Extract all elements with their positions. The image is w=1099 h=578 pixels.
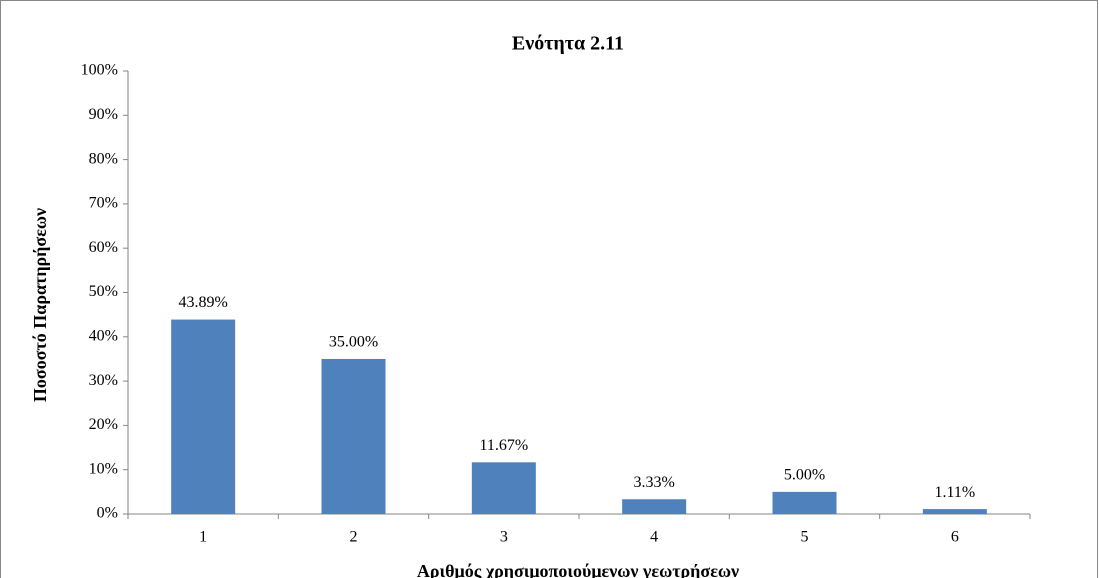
bar [471,462,536,514]
y-axis-label: Ποσοστό Παρατηρήσεων [30,208,50,402]
y-tick-label: 20% [89,416,118,433]
x-tick-label: 4 [650,529,658,546]
chart-title: Ενότητα 2.11 [512,33,624,55]
bar [922,509,987,514]
x-tick-label: 1 [199,529,207,546]
y-tick-label: 70% [89,195,118,212]
x-tick-label: 6 [951,529,959,546]
y-tick-label: 100% [81,62,118,79]
y-tick-label: 0% [97,505,118,522]
data-label: 5.00% [784,467,825,484]
bar [171,319,236,514]
y-tick-label: 80% [89,150,118,167]
y-tick-label: 10% [89,460,118,477]
bar [622,499,687,514]
x-tick-label: 5 [801,529,809,546]
y-tick-label: 60% [89,239,118,256]
data-label: 43.89% [179,294,228,311]
y-tick-label: 90% [89,106,118,123]
bar [321,358,386,514]
bar [772,491,837,514]
x-tick-label: 3 [500,529,508,546]
y-tick-label: 50% [89,283,118,300]
data-label: 1.11% [934,484,975,501]
data-label: 35.00% [329,334,378,351]
data-label: 3.33% [634,474,675,491]
x-tick-label: 2 [350,529,358,546]
y-tick-label: 40% [89,327,118,344]
x-axis-label: Αριθμός χρησιμοποιούμενων γεωτρήσεων [417,561,739,578]
data-label: 11.67% [479,437,528,454]
y-tick-label: 30% [89,372,118,389]
